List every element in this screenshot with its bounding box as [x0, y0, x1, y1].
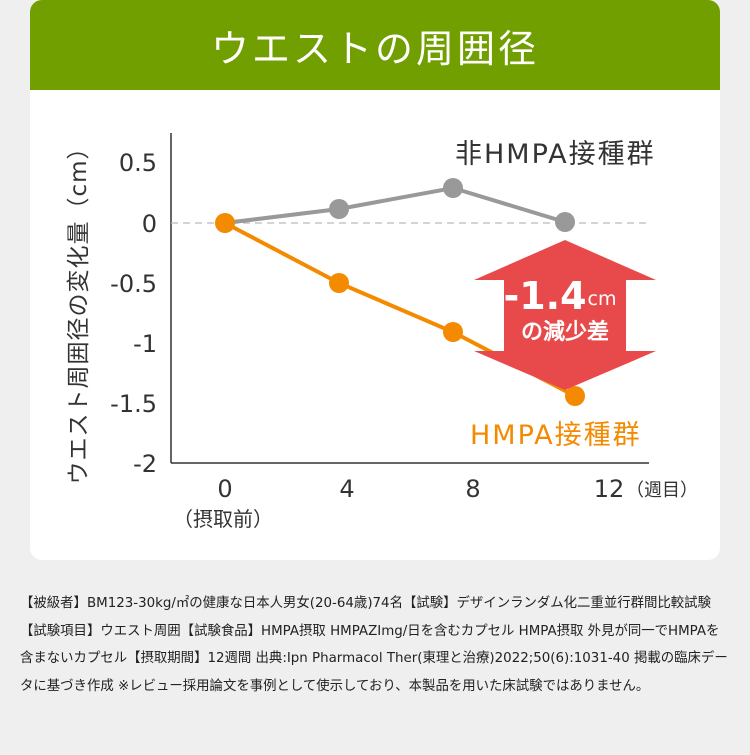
y-tick: -2: [133, 450, 157, 478]
x-tick: 0: [217, 475, 232, 503]
difference-unit: cm: [588, 288, 617, 310]
data-point: [443, 178, 463, 198]
x-tick: 12: [594, 475, 625, 503]
y-axis-label: ウエスト周囲径の変化量（cm）: [66, 135, 92, 484]
data-point: [329, 273, 349, 293]
y-tick: 0.5: [119, 149, 157, 177]
chart-card: ウエストの周囲径 ウエスト周囲径の変化量（cm） 0.5 0 -0.5 -1 -…: [30, 0, 720, 560]
y-tick: -1: [133, 330, 157, 358]
data-point: [565, 386, 585, 406]
x-tick: 8: [465, 475, 480, 503]
x-tick: 4: [339, 475, 354, 503]
legend-non-hmpa: 非HMPA接種群: [455, 139, 656, 170]
x-tick-sublabel: （摂取前）: [173, 507, 273, 531]
chart-header: ウエストの周囲径: [30, 0, 720, 90]
series-points-hmpa: [215, 213, 585, 406]
x-unit-label: （週目）: [626, 480, 698, 501]
y-tick: -0.5: [110, 270, 157, 298]
data-point: [215, 213, 235, 233]
study-notes: 【被級者】BM123-30kg/㎡の健康な日本人男女(20-64歳)74名【試験…: [20, 596, 728, 694]
y-tick: -1.5: [110, 390, 157, 418]
chart-title: ウエストの周囲径: [210, 26, 539, 71]
legend-hmpa: HMPA接種群: [470, 420, 642, 451]
difference-arrow-icon: [474, 240, 656, 390]
data-point: [555, 212, 575, 232]
series-line-non-hmpa: [224, 185, 566, 225]
data-point: [329, 199, 349, 219]
difference-value: -1.4: [503, 274, 586, 318]
series-points-non-hmpa: [329, 178, 575, 232]
data-point: [443, 322, 463, 342]
y-tick-labels: 0.5 0 -0.5 -1 -1.5 -2: [110, 149, 157, 478]
x-tick-labels: 0 4 8 12: [217, 475, 624, 503]
difference-caption: の減少差: [521, 319, 609, 345]
line-chart: ウエスト周囲径の変化量（cm） 0.5 0 -0.5 -1 -1.5 -2 0 …: [66, 133, 698, 531]
y-tick: 0: [142, 210, 157, 238]
